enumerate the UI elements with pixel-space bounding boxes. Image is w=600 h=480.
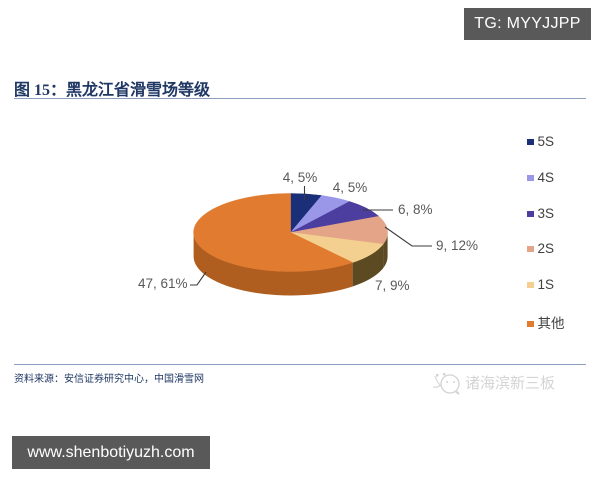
svg-text:9, 12%: 9, 12% — [436, 238, 478, 253]
svg-text:47, 61%: 47, 61% — [138, 276, 188, 291]
svg-text:4, 5%: 4, 5% — [283, 170, 318, 185]
svg-text:7, 9%: 7, 9% — [375, 278, 410, 293]
svg-text:4, 5%: 4, 5% — [333, 180, 368, 195]
svg-text:6, 8%: 6, 8% — [398, 202, 433, 217]
